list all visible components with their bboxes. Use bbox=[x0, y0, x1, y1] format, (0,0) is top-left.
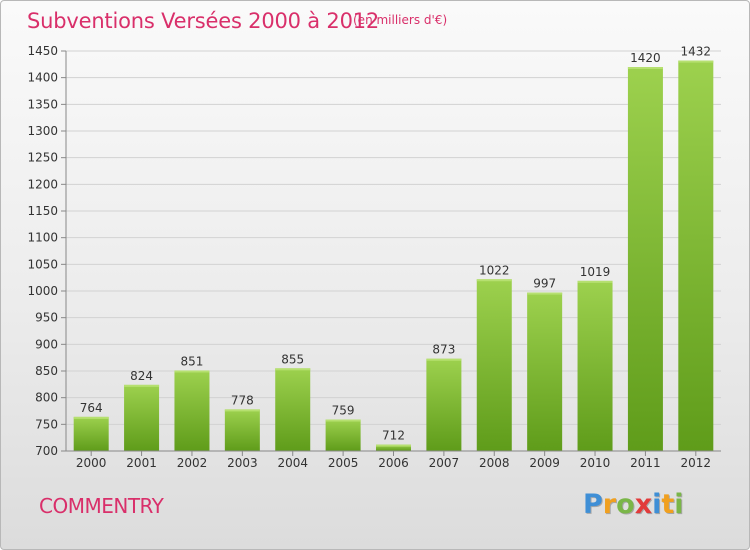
x-tick-label: 2006 bbox=[378, 456, 409, 470]
bar bbox=[527, 292, 563, 451]
x-tick-label: 2004 bbox=[277, 456, 308, 470]
x-tick-label: 2005 bbox=[328, 456, 359, 470]
bar-highlight bbox=[476, 279, 512, 282]
bar-highlight bbox=[376, 444, 411, 447]
value-label: 759 bbox=[332, 404, 355, 418]
y-tick-label: 1150 bbox=[27, 204, 58, 218]
value-label: 1019 bbox=[580, 265, 611, 279]
bar-highlight bbox=[224, 409, 260, 412]
bar bbox=[476, 279, 512, 451]
bar bbox=[174, 370, 210, 451]
value-label: 1022 bbox=[479, 263, 510, 277]
brand-letter: r bbox=[602, 489, 617, 520]
x-tick-label: 2011 bbox=[630, 456, 661, 470]
brand-letter: t bbox=[661, 489, 675, 520]
x-tick-label: 2010 bbox=[580, 456, 611, 470]
y-tick-label: 900 bbox=[35, 337, 58, 351]
value-label: 764 bbox=[80, 401, 103, 415]
bar bbox=[73, 416, 109, 451]
brand-letter: i bbox=[652, 489, 662, 520]
bar-highlight bbox=[577, 280, 613, 283]
bar bbox=[275, 368, 311, 451]
bar-highlight bbox=[527, 292, 563, 295]
y-tick-label: 1100 bbox=[27, 231, 58, 245]
bar-highlight bbox=[325, 419, 361, 422]
y-tick-label: 700 bbox=[35, 444, 58, 458]
value-label: 873 bbox=[432, 343, 455, 357]
x-tick-label: 2008 bbox=[479, 456, 510, 470]
y-tick-label: 950 bbox=[35, 311, 58, 325]
value-label: 997 bbox=[533, 277, 556, 291]
bar-highlight bbox=[275, 368, 311, 371]
y-tick-label: 850 bbox=[35, 364, 58, 378]
bar bbox=[678, 60, 714, 451]
bar-highlight bbox=[73, 416, 109, 419]
bar-highlight bbox=[124, 384, 160, 387]
bar bbox=[124, 384, 160, 451]
brand-letter: P bbox=[583, 489, 603, 520]
brand-letter: x bbox=[634, 489, 653, 520]
bar bbox=[426, 358, 462, 451]
y-tick-label: 1000 bbox=[27, 284, 58, 298]
x-tick-label: 2003 bbox=[227, 456, 258, 470]
chart-title: Subventions Versées 2000 à 2012 bbox=[27, 9, 380, 33]
proxiti-logo: Proxiti bbox=[583, 489, 684, 520]
brand-letter: o bbox=[616, 489, 635, 520]
commune-name: COMMENTRY bbox=[39, 494, 164, 518]
y-tick-label: 1050 bbox=[27, 257, 58, 271]
y-tick-label: 1200 bbox=[27, 177, 58, 191]
x-tick-label: 2009 bbox=[529, 456, 560, 470]
y-tick-label: 1450 bbox=[27, 44, 58, 58]
x-tick-label: 2002 bbox=[177, 456, 208, 470]
y-tick-label: 1250 bbox=[27, 151, 58, 165]
bar bbox=[577, 280, 613, 451]
x-tick-label: 2012 bbox=[681, 456, 712, 470]
value-label: 1432 bbox=[681, 45, 712, 59]
bar-highlight bbox=[678, 60, 714, 63]
brand-letter: i bbox=[674, 489, 684, 520]
bar bbox=[627, 67, 663, 451]
y-tick-label: 1350 bbox=[27, 97, 58, 111]
bar bbox=[325, 419, 361, 451]
x-tick-label: 2000 bbox=[76, 456, 107, 470]
x-tick-label: 2001 bbox=[126, 456, 157, 470]
y-tick-label: 750 bbox=[35, 417, 58, 431]
value-label: 1420 bbox=[630, 51, 661, 65]
x-tick-label: 2007 bbox=[429, 456, 460, 470]
y-tick-label: 800 bbox=[35, 391, 58, 405]
value-label: 778 bbox=[231, 393, 254, 407]
y-tick-label: 1300 bbox=[27, 124, 58, 138]
bar-highlight bbox=[627, 67, 663, 69]
y-tick-label: 1400 bbox=[27, 71, 58, 85]
value-label: 855 bbox=[281, 352, 304, 366]
bar bbox=[224, 409, 260, 451]
bar bbox=[376, 444, 411, 451]
value-label: 824 bbox=[130, 369, 153, 383]
value-label: 851 bbox=[181, 354, 204, 368]
bar-highlight bbox=[174, 370, 210, 373]
chart-subtitle: (en milliers d'€) bbox=[353, 13, 448, 27]
bar-highlight bbox=[426, 358, 462, 361]
value-label: 712 bbox=[382, 429, 405, 443]
